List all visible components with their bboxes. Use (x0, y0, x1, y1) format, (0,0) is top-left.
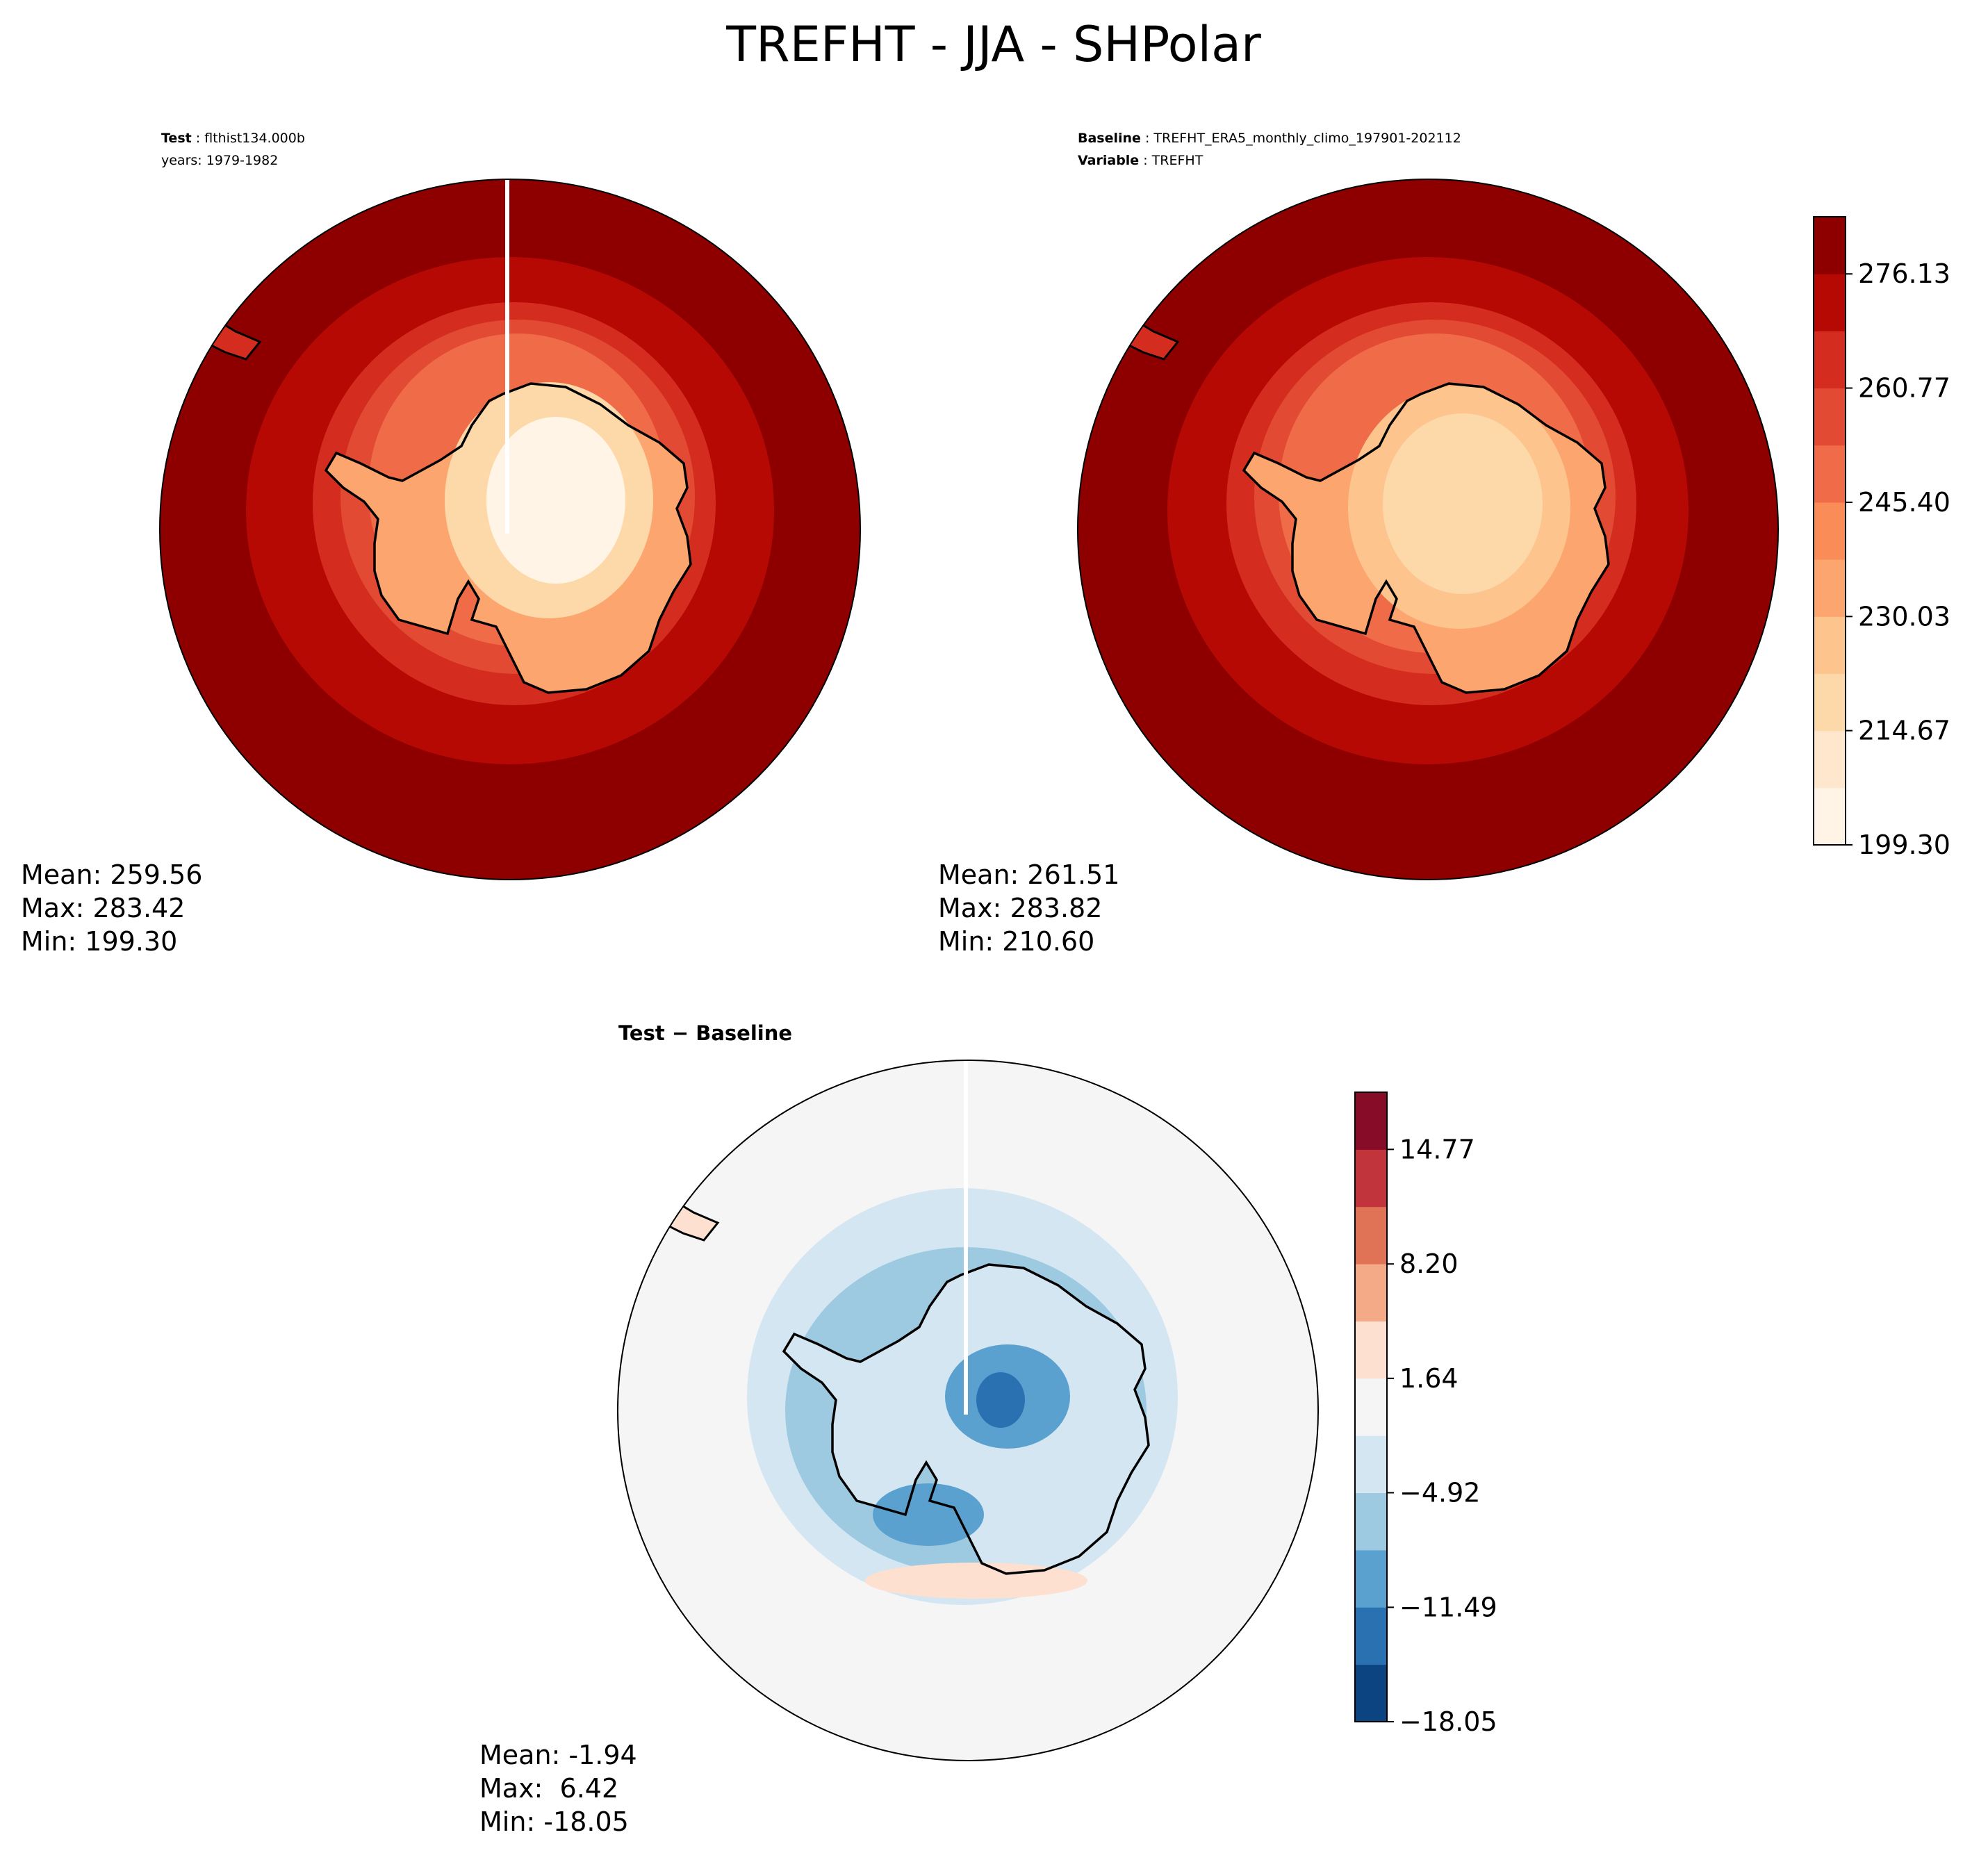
difference-max: Max: 6.42 (479, 1773, 618, 1804)
test-label-bold: Test (161, 131, 192, 146)
temperature-colorbar-segment (1814, 730, 1846, 789)
difference-colorbar-segment (1355, 1664, 1387, 1722)
difference-min: Min: -18.05 (479, 1806, 629, 1837)
baseline-map-boundary (1077, 179, 1779, 880)
baseline-variable-bold: Variable (1078, 153, 1139, 168)
difference-colorbar-segment (1355, 1435, 1387, 1494)
difference-colorbar-segment (1355, 1206, 1387, 1265)
difference-map (618, 1060, 1318, 1761)
difference-colorbar-segment (1355, 1264, 1387, 1321)
difference-colorbar: −18.05 −11.49 −4.92 1.64 8.20 14.77 (1354, 1092, 1497, 1737)
temperature-colorbar-segment (1814, 673, 1846, 732)
baseline-max: Max: 283.82 (938, 893, 1102, 923)
temperature-colorbar-tick-label: 199.30 (1858, 830, 1950, 860)
test-label: Test : flthist134.000b (161, 131, 305, 146)
baseline-variable-value: TREFHT (1151, 153, 1204, 168)
difference-colorbar-tick-label: −4.92 (1399, 1477, 1480, 1508)
temperature-colorbar-tick-label: 276.13 (1858, 258, 1950, 289)
test-contour-level-0 (486, 417, 625, 584)
temperature-colorbar-tick-label: 214.67 (1858, 716, 1950, 746)
difference-colorbar-tick-label: −11.49 (1399, 1592, 1497, 1622)
test-panel: Test : flthist134.000b years: 1979-1982 … (21, 131, 861, 957)
baseline-variable: Variable : TREFHT (1078, 153, 1204, 168)
temperature-colorbar-tick-label: 245.40 (1858, 487, 1950, 518)
test-mean: Mean: 259.56 (21, 859, 202, 890)
difference-mean: Mean: -1.94 (479, 1740, 637, 1770)
test-label-sep: : (192, 131, 204, 146)
difference-colorbar-tick-label: −18.05 (1399, 1706, 1497, 1737)
temperature-colorbar-segment (1814, 502, 1846, 560)
baseline-mean: Mean: 261.51 (938, 859, 1119, 890)
temperature-colorbar: 199.30 214.67 230.03 245.40 260.77 276.13 (1813, 216, 1950, 860)
temperature-colorbar-segment (1814, 274, 1846, 331)
baseline-label: Baseline : TREFHT_ERA5_monthly_climo_197… (1078, 131, 1461, 146)
difference-colorbar-segment (1355, 1549, 1387, 1608)
baseline-variable-sep: : (1139, 153, 1151, 168)
baseline-label-bold: Baseline (1078, 131, 1141, 146)
difference-map-boundary (617, 1060, 1319, 1761)
temperature-colorbar-segment (1814, 331, 1846, 389)
baseline-label-value: TREFHT_ERA5_monthly_climo_197901-202112 (1153, 131, 1461, 146)
difference-colorbar-tick-label: 8.20 (1399, 1249, 1459, 1279)
difference-colorbar-segment (1355, 1607, 1387, 1665)
test-missing-data-seam (505, 179, 509, 534)
difference-title: Test − Baseline (618, 1021, 792, 1045)
difference-colorbar-segment (1355, 1378, 1387, 1436)
temperature-colorbar-frame (1813, 216, 1846, 846)
difference-contour-ross-blue (873, 1483, 984, 1546)
test-map-boundary (159, 179, 861, 880)
difference-colorbar-segment (1355, 1092, 1387, 1150)
baseline-min: Min: 210.60 (938, 926, 1094, 957)
test-min: Min: 199.30 (21, 926, 177, 957)
test-max: Max: 283.42 (21, 893, 185, 923)
difference-colorbar-segment (1355, 1492, 1387, 1551)
temperature-colorbar-segment (1814, 787, 1846, 846)
difference-contour-dark-blue (976, 1372, 1025, 1428)
test-years: years: 1979-1982 (161, 153, 278, 168)
difference-colorbar-frame (1354, 1092, 1388, 1722)
difference-colorbar-tick-label: 1.64 (1399, 1363, 1459, 1394)
test-label-value: flthist134.000b (204, 131, 305, 146)
temperature-colorbar-segment (1814, 445, 1846, 503)
difference-missing-data-seam (964, 1060, 968, 1415)
temperature-colorbar-tick-label: 230.03 (1858, 601, 1950, 632)
difference-panel: Test − Baseline Mean: -1.94 Max: 6.42 Mi… (479, 1021, 1319, 1837)
baseline-map (1078, 179, 1778, 880)
baseline-label-sep: : (1141, 131, 1153, 146)
difference-colorbar-segment (1355, 1149, 1387, 1208)
baseline-panel: Baseline : TREFHT_ERA5_monthly_climo_197… (938, 131, 1779, 957)
figure-title: TREFHT - JJA - SHPolar (725, 16, 1261, 73)
difference-colorbar-segment (1355, 1321, 1387, 1379)
difference-colorbar-tick-label: 14.77 (1399, 1134, 1475, 1164)
temperature-colorbar-segment (1814, 217, 1846, 274)
temperature-colorbar-segment (1814, 559, 1846, 617)
baseline-contour-level-2 (1383, 413, 1543, 594)
temperature-colorbar-segment (1814, 388, 1846, 446)
difference-contour-positive-band (865, 1563, 1087, 1599)
temperature-colorbar-tick-label: 260.77 (1858, 373, 1950, 404)
test-map (160, 179, 860, 880)
temperature-colorbar-segment (1814, 616, 1846, 674)
